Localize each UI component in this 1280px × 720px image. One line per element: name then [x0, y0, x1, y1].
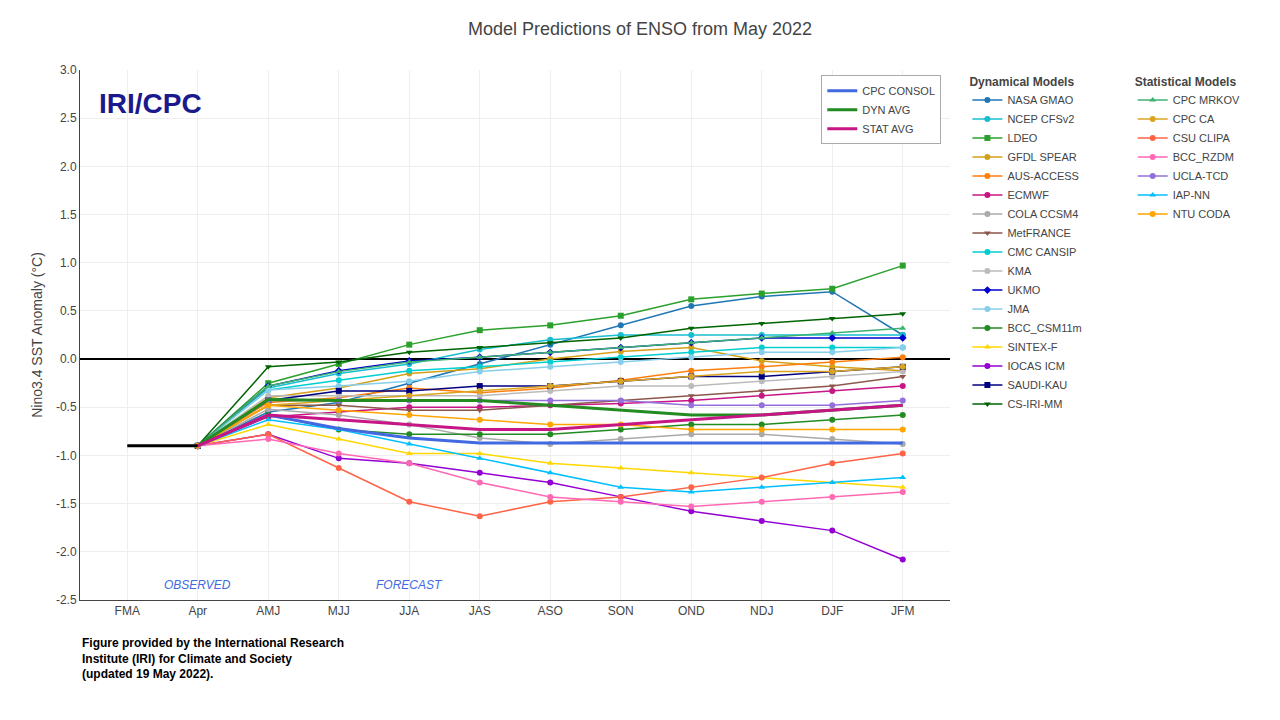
svg-text:UKMO: UKMO [1007, 284, 1040, 296]
svg-text:KMA: KMA [1007, 265, 1032, 277]
svg-text:FORECAST: FORECAST [376, 578, 443, 592]
svg-text:OND: OND [678, 604, 705, 618]
svg-text:SAUDI-KAU: SAUDI-KAU [1007, 379, 1067, 391]
svg-text:BCC_RZDM: BCC_RZDM [1173, 151, 1234, 163]
svg-text:ECMWF: ECMWF [1007, 189, 1049, 201]
svg-text:CSU CLIPA: CSU CLIPA [1173, 132, 1231, 144]
svg-text:CPC CA: CPC CA [1173, 113, 1215, 125]
svg-text:IOCAS ICM: IOCAS ICM [1007, 360, 1064, 372]
svg-text:3.0: 3.0 [60, 63, 77, 77]
svg-text:CS-IRI-MM: CS-IRI-MM [1007, 398, 1062, 410]
svg-text:2.5: 2.5 [60, 111, 77, 125]
svg-text:JJA: JJA [399, 604, 419, 618]
svg-text:LDEO: LDEO [1007, 132, 1037, 144]
svg-text:MJJ: MJJ [328, 604, 350, 618]
svg-text:1.0: 1.0 [60, 256, 77, 270]
svg-text:-1.0: -1.0 [56, 449, 77, 463]
svg-text:Apr: Apr [188, 604, 207, 618]
svg-text:0.0: 0.0 [60, 352, 77, 366]
svg-text:CPC MRKOV: CPC MRKOV [1173, 94, 1240, 106]
svg-text:GFDL SPEAR: GFDL SPEAR [1007, 151, 1076, 163]
svg-text:Nino3.4 SST Anomaly (°C): Nino3.4 SST Anomaly (°C) [29, 252, 45, 418]
svg-text:JMA: JMA [1007, 303, 1030, 315]
svg-text:FMA: FMA [115, 604, 140, 618]
svg-text:-2.5: -2.5 [56, 593, 77, 607]
svg-text:UCLA-TCD: UCLA-TCD [1173, 170, 1229, 182]
svg-text:-1.5: -1.5 [56, 497, 77, 511]
svg-text:STAT AVG: STAT AVG [862, 123, 913, 135]
svg-text:JFM: JFM [891, 604, 914, 618]
svg-text:AMJ: AMJ [256, 604, 280, 618]
svg-text:AUS-ACCESS: AUS-ACCESS [1007, 170, 1079, 182]
svg-text:Figure provided by the Interna: Figure provided by the International Res… [82, 636, 344, 681]
svg-text:CPC CONSOL: CPC CONSOL [862, 85, 935, 97]
svg-text:NASA GMAO: NASA GMAO [1007, 94, 1073, 106]
svg-text:1.5: 1.5 [60, 208, 77, 222]
svg-text:Model Predictions of ENSO from: Model Predictions of ENSO from May 2022 [468, 19, 812, 39]
svg-text:-2.0: -2.0 [56, 545, 77, 559]
svg-text:Statistical Models: Statistical Models [1135, 75, 1237, 89]
svg-text:NDJ: NDJ [750, 604, 773, 618]
svg-text:SON: SON [608, 604, 634, 618]
svg-text:2.0: 2.0 [60, 160, 77, 174]
svg-text:ASO: ASO [538, 604, 563, 618]
svg-text:0.5: 0.5 [60, 304, 77, 318]
svg-text:-0.5: -0.5 [56, 400, 77, 414]
svg-text:DYN AVG: DYN AVG [862, 104, 910, 116]
svg-text:COLA CCSM4: COLA CCSM4 [1007, 208, 1078, 220]
svg-text:OBSERVED: OBSERVED [164, 578, 231, 592]
svg-text:BCC_CSM11m: BCC_CSM11m [1007, 322, 1081, 334]
svg-text:CMC CANSIP: CMC CANSIP [1007, 246, 1076, 258]
svg-text:MetFRANCE: MetFRANCE [1007, 227, 1071, 239]
svg-text:IAP-NN: IAP-NN [1173, 189, 1210, 201]
svg-text:DJF: DJF [821, 604, 843, 618]
svg-text:JAS: JAS [469, 604, 491, 618]
svg-text:Dynamical Models: Dynamical Models [969, 75, 1074, 89]
svg-text:NCEP CFSv2: NCEP CFSv2 [1007, 113, 1074, 125]
svg-text:NTU CODA: NTU CODA [1173, 208, 1231, 220]
svg-text:IRI/CPC: IRI/CPC [99, 88, 202, 119]
svg-text:SINTEX-F: SINTEX-F [1007, 341, 1057, 353]
